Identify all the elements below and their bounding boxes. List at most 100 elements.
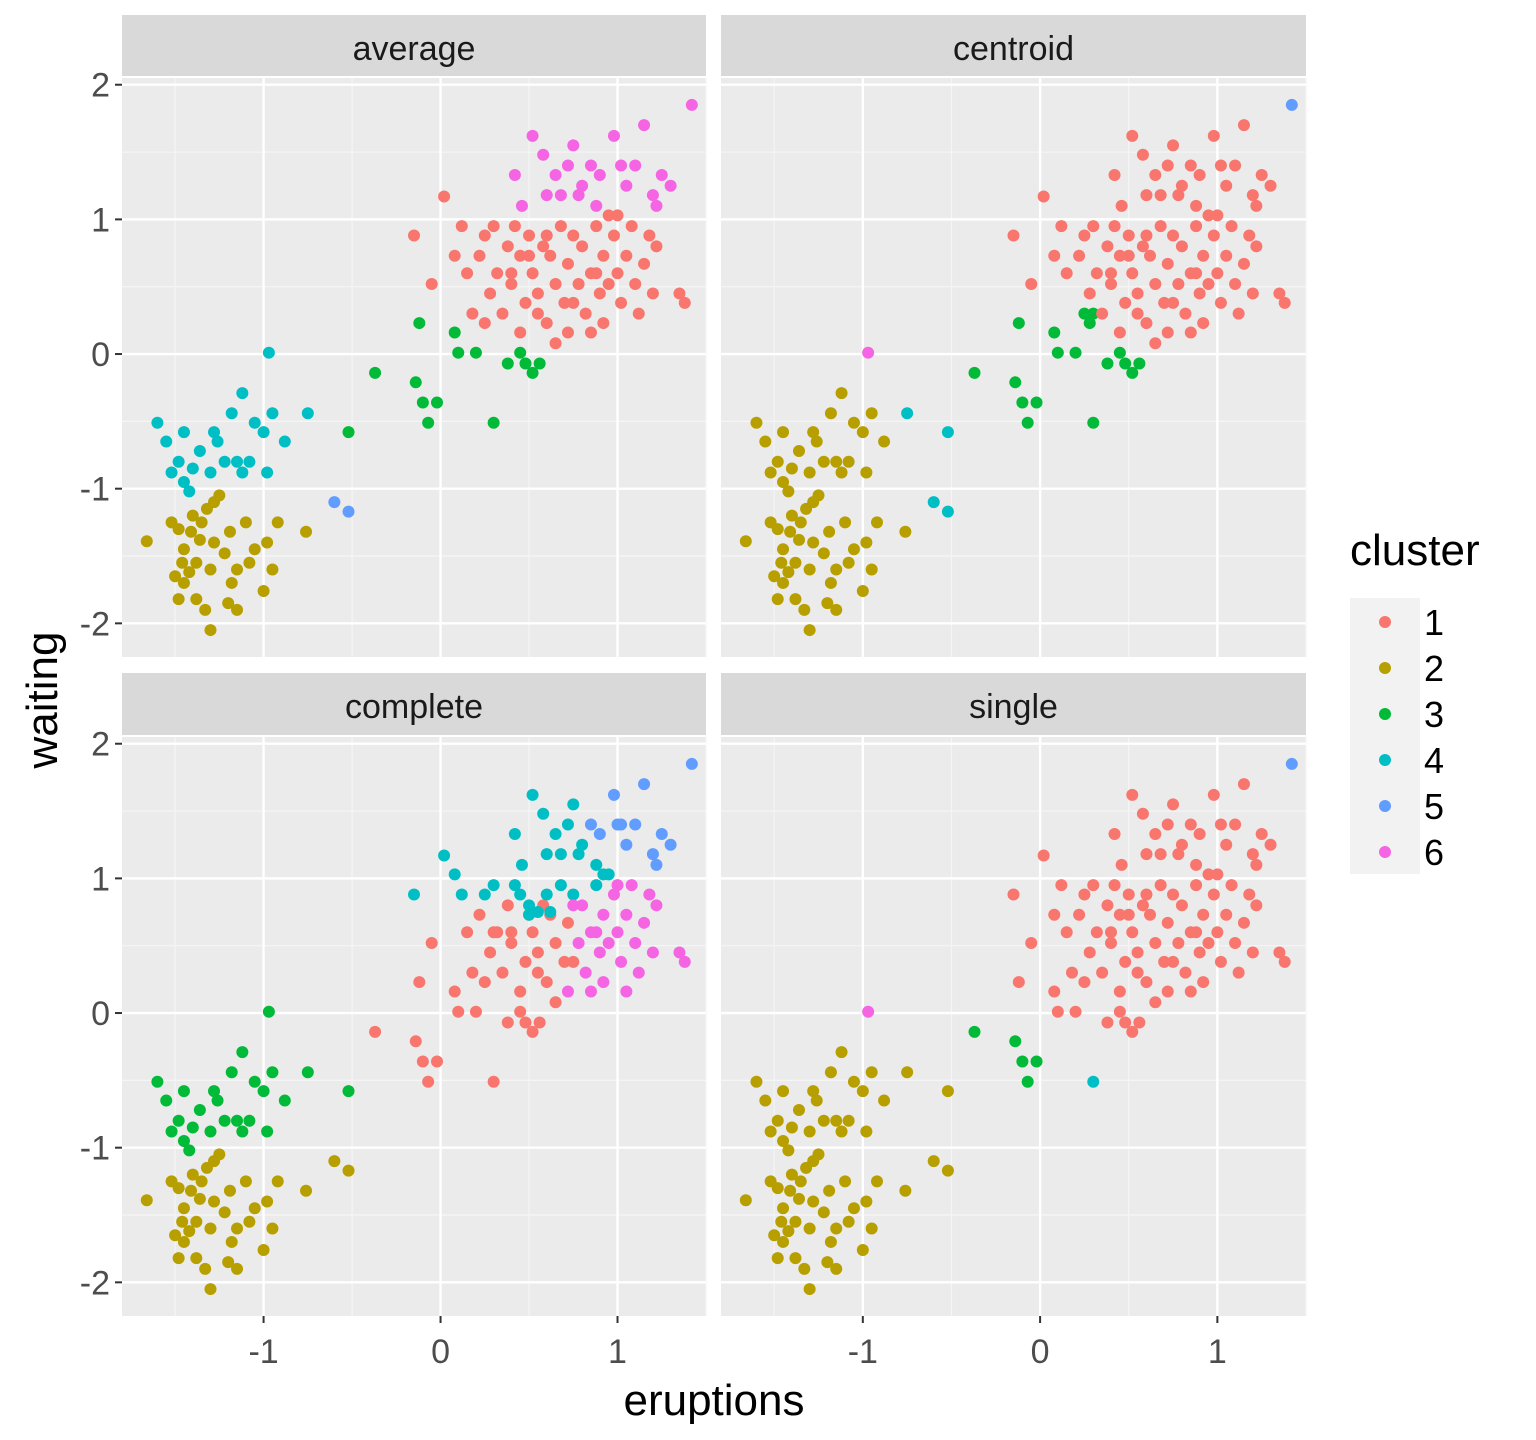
data-point [225, 407, 238, 420]
data-point [1220, 908, 1233, 921]
data-point [1264, 179, 1277, 192]
data-point [771, 593, 784, 606]
data-point [514, 1005, 527, 1018]
data-point [151, 1075, 164, 1088]
data-point [593, 946, 606, 959]
data-point [777, 1085, 790, 1098]
data-point [300, 525, 313, 538]
data-point [775, 1215, 788, 1228]
data-point [1237, 119, 1250, 132]
data-point [1055, 879, 1068, 892]
data-point [615, 296, 628, 309]
data-point [561, 818, 574, 831]
data-point [1220, 249, 1233, 262]
data-point [807, 536, 820, 549]
data-point [1016, 396, 1029, 409]
data-point [1167, 888, 1180, 901]
data-point [1140, 229, 1153, 242]
data-point [1133, 1016, 1146, 1029]
data-point [1048, 985, 1061, 998]
data-point [1007, 888, 1020, 901]
data-point [1021, 1075, 1034, 1088]
data-point [231, 603, 244, 616]
data-point [1202, 278, 1215, 291]
data-point [501, 1016, 514, 1029]
data-point [625, 879, 638, 892]
data-point [584, 818, 597, 831]
data-point [1108, 827, 1121, 840]
data-point [1007, 229, 1020, 242]
data-point [1021, 416, 1034, 429]
data-point [1211, 267, 1224, 280]
strip-label: average [353, 30, 476, 68]
data-point [1144, 908, 1156, 921]
data-point [839, 516, 852, 529]
data-point [567, 899, 580, 912]
data-point [469, 1005, 482, 1018]
data-point [611, 818, 624, 831]
data-point [239, 1175, 252, 1188]
data-point [1246, 189, 1259, 202]
data-point [607, 888, 620, 901]
panel-single: single -1 0 1 [721, 673, 1307, 1371]
data-point [567, 888, 580, 901]
data-point [865, 1066, 878, 1079]
data-point [1009, 1035, 1022, 1048]
strip-background [122, 673, 706, 735]
data-point [505, 267, 518, 280]
data-point [218, 1114, 231, 1127]
data-point [1105, 278, 1117, 291]
data-point [478, 888, 491, 901]
data-point [1225, 879, 1238, 892]
data-point [655, 827, 668, 840]
data-point [554, 879, 567, 892]
data-point [1060, 267, 1073, 280]
data-point [927, 496, 940, 509]
panel-background [721, 737, 1306, 1316]
data-point [1136, 899, 1149, 912]
data-point [871, 516, 883, 529]
data-point [1197, 317, 1210, 330]
data-point [1087, 416, 1100, 429]
data-point [777, 576, 790, 589]
data-point [664, 179, 677, 192]
data-point [1048, 326, 1061, 339]
data-point [1115, 199, 1128, 212]
data-point [1193, 827, 1206, 840]
data-point [186, 1168, 199, 1181]
data-point [1105, 937, 1117, 950]
data-point [789, 1252, 802, 1265]
data-point [782, 1225, 795, 1238]
data-point [579, 307, 592, 320]
data-point [793, 444, 805, 457]
data-point [1167, 139, 1180, 152]
data-point [455, 220, 468, 233]
data-point [1255, 827, 1268, 840]
legend-key-4 [1379, 754, 1391, 766]
data-point [544, 249, 557, 262]
data-point [777, 475, 790, 488]
data-point [835, 1125, 848, 1138]
data-point [1108, 220, 1121, 233]
data-point [1136, 807, 1149, 820]
data-point [540, 976, 553, 989]
data-point [860, 1125, 873, 1138]
data-point [243, 1215, 256, 1228]
data-point [1190, 926, 1203, 939]
data-point [466, 966, 479, 979]
data-point [1149, 337, 1162, 350]
data-point [847, 1202, 860, 1215]
data-point [1113, 249, 1126, 262]
data-point [508, 220, 521, 233]
data-point [239, 516, 252, 529]
data-point [177, 543, 190, 556]
panel-centroid: centroid [721, 15, 1307, 657]
data-point [643, 229, 656, 242]
data-point [271, 516, 284, 529]
data-point [271, 1175, 284, 1188]
data-point [1073, 249, 1086, 262]
data-point [478, 976, 491, 989]
data-point [1229, 818, 1242, 831]
data-point [487, 1075, 500, 1088]
data-point [208, 1085, 221, 1098]
